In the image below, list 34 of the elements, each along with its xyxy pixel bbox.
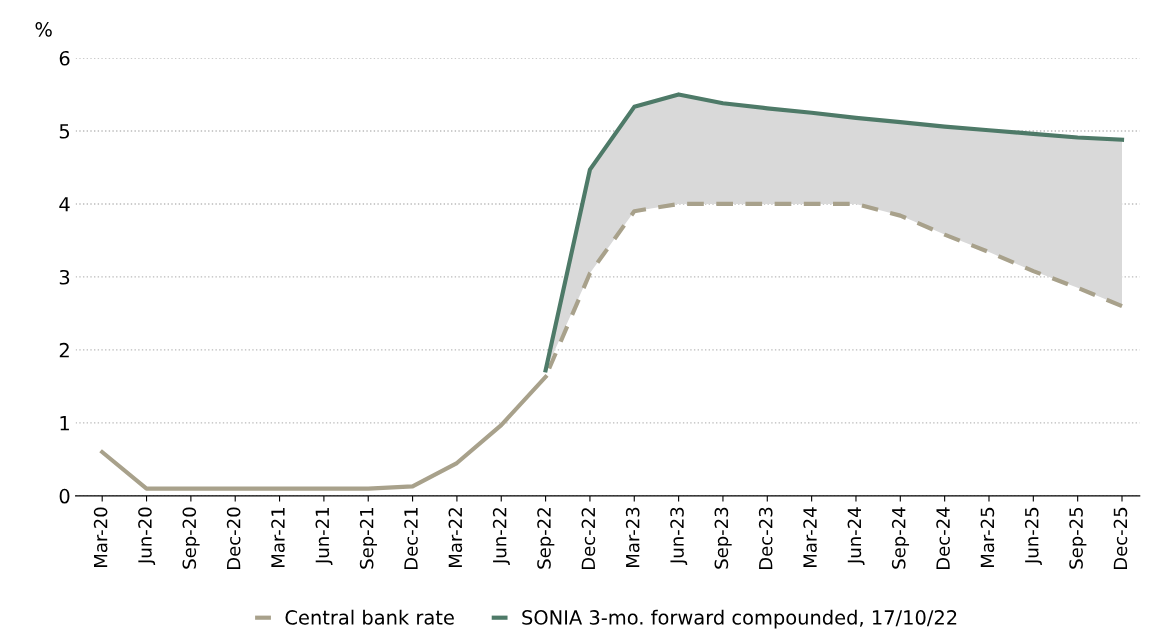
x-tick-label: Sep-23 [714,507,732,569]
legend-label: Central bank rate [285,609,454,625]
x-tick-label: Mar-24 [803,507,817,567]
x-tick-label: Mar-23 [625,507,640,567]
x-tick-label: Dec-24 [936,507,950,569]
x-tick-label: Jun-24 [847,507,865,565]
x-tick-label: Jun-23 [670,507,688,565]
y-tick-label: 2 [59,342,69,358]
y-tick-label: 0 [59,488,70,504]
x-tick-label: Jun-21 [315,507,333,565]
y-tick-label: 3 [59,269,70,285]
x-tick-label: Jun-22 [492,508,510,565]
legend-label: SONIA 3-mo. forward compounded, 17/10/22 [522,609,957,629]
y-tick-label: 5 [59,124,70,139]
x-tick-label: Dec-23 [758,507,773,569]
x-tick-label: Mar-25 [980,507,995,567]
x-tick-label: Dec-21 [404,507,418,569]
x-tick-label: Mar-21 [271,507,285,567]
y-axis-title: % [35,21,52,37]
x-tick-label: Jun-25 [1024,507,1042,565]
x-tick-label: Sep-22 [537,508,555,569]
x-tick-label: Mar-22 [448,508,463,567]
x-tick-label: Jun-20 [138,507,156,565]
x-tick-label: Sep-24 [891,507,910,569]
x-tick-label: Dec-20 [226,507,241,569]
x-tick-label: Sep-21 [359,507,377,569]
y-tick-label: 4 [59,197,70,212]
x-tick-label: Sep-20 [182,507,200,569]
y-tick-label: 6 [59,50,70,66]
x-tick-label: Sep-25 [1069,507,1087,569]
y-tick-label: 1 [60,416,69,431]
x-tick-label: Dec-25 [1113,507,1128,569]
x-tick-label: Dec-22 [581,508,596,569]
x-tick-label: Mar-20 [93,507,108,567]
